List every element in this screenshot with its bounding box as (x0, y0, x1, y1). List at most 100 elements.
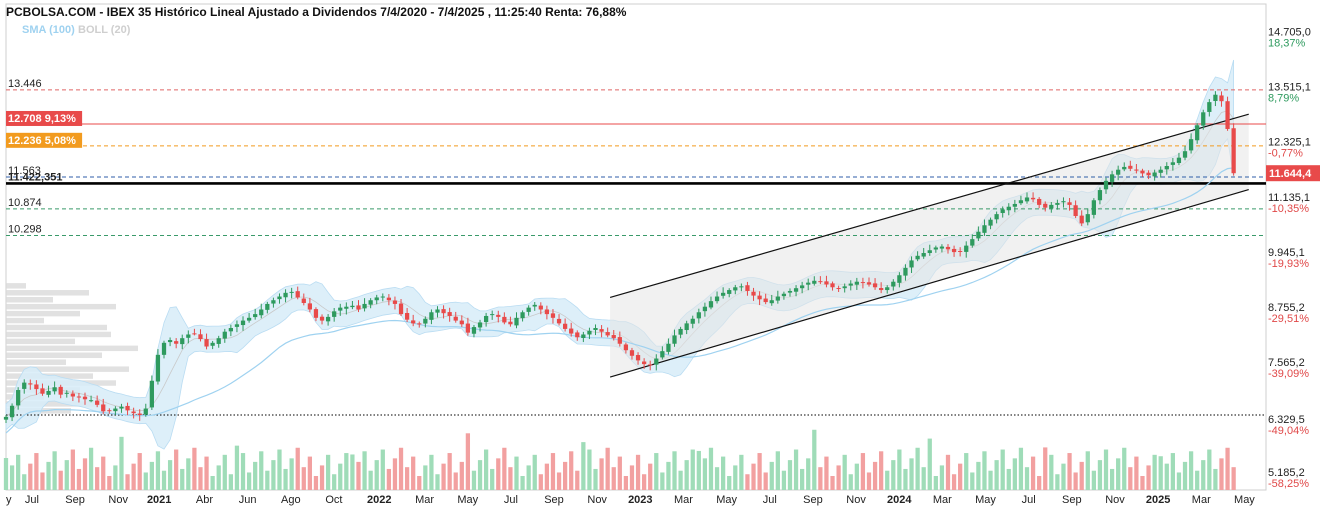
candle-body (52, 387, 57, 392)
volume-bar (593, 468, 598, 490)
volume-bar (380, 449, 385, 490)
x-tick-label: Nov (1105, 494, 1125, 506)
volume-bar (204, 456, 209, 490)
volume-bar (1188, 451, 1194, 490)
volume-bar (982, 451, 987, 490)
volume-bar (891, 460, 896, 490)
candle-body (544, 309, 550, 315)
candle-body (483, 315, 489, 323)
volume-bar (1140, 476, 1145, 490)
y-tick-pct: -10,35% (1268, 203, 1309, 215)
candle-body (64, 392, 69, 394)
candle-body (465, 323, 471, 333)
candle-body (1158, 169, 1163, 173)
volume-profile-bar (6, 310, 80, 317)
volume-bar (854, 463, 859, 490)
volume-bar (1024, 467, 1030, 490)
volume-bar (113, 465, 118, 490)
volume-bar (860, 453, 866, 490)
legend-sma[interactable]: SMA (100) (22, 24, 75, 36)
volume-bar (471, 470, 477, 490)
volume-bar (477, 460, 483, 490)
volume-bar (556, 472, 562, 490)
current-price-label: 11.644,4 (1269, 168, 1312, 180)
candle-body (1207, 102, 1212, 112)
candle-body (9, 405, 15, 418)
candle-body (301, 298, 306, 304)
volume-bar (234, 445, 240, 490)
candle-body (1018, 200, 1024, 204)
volume-bar (635, 454, 641, 490)
candle-body (283, 292, 288, 298)
level-label-3: 11.563 (8, 165, 41, 177)
volume-bar (514, 456, 519, 490)
candle-body (3, 416, 9, 420)
candle-body (1122, 166, 1127, 170)
volume-bar (70, 449, 75, 490)
volume-bar (295, 447, 300, 490)
y-tick-pct: -39,09% (1268, 368, 1309, 380)
volume-bar (1097, 460, 1103, 490)
candle-body (769, 300, 774, 304)
volume-bar (374, 460, 379, 490)
plot-frame (5, 3, 1267, 491)
volume-bar (915, 447, 920, 490)
volume-bar (751, 463, 756, 490)
volume-bar (52, 451, 57, 490)
candle-body (733, 287, 738, 291)
volume-bar (22, 474, 27, 490)
candle-body (192, 333, 197, 335)
volume-bar (1122, 447, 1127, 490)
candle-body (174, 341, 179, 344)
volume-bar (198, 467, 203, 490)
candle-body (538, 305, 543, 310)
legend-boll[interactable]: BOLL (20) (78, 24, 131, 36)
x-tick-label: 2021 (147, 494, 171, 506)
volume-bar (958, 463, 963, 490)
trend-channel (609, 113, 1249, 378)
candle-body (684, 323, 689, 331)
candle-body (678, 328, 683, 335)
x-tick-label: Oct (325, 494, 342, 506)
volume-bar (228, 474, 233, 490)
volume-bar (763, 472, 768, 490)
candle-body (587, 330, 592, 335)
volume-bar (1182, 461, 1188, 490)
candle-body (429, 312, 434, 320)
candle-body (471, 327, 477, 334)
candle-body (617, 337, 622, 344)
x-tick-label: Mar (933, 494, 952, 506)
volume-bar (265, 470, 270, 490)
volume-profile-bar (6, 359, 66, 365)
volume-bar (587, 449, 592, 490)
candle-body (441, 309, 446, 314)
volume-profile-bar (6, 296, 53, 303)
volume-bar (976, 461, 981, 490)
x-tick-label: Jul (25, 494, 39, 506)
candle-body (842, 286, 847, 289)
candle-body (1225, 101, 1230, 129)
volume-bar (575, 470, 580, 490)
volume-bar (319, 465, 325, 490)
y-tick-price: 13.515,1 (1268, 82, 1311, 94)
x-tick-label: Mar (674, 494, 693, 506)
x-tick-label: 2023 (628, 494, 652, 506)
volume-bar (246, 472, 252, 490)
candle-body (702, 306, 708, 312)
volume-bar (307, 456, 312, 490)
x-tick-label: Nov (108, 494, 128, 506)
candle-body (40, 388, 45, 394)
x-tick-label: Nov (846, 494, 866, 506)
candle-body (708, 301, 714, 308)
candle-body (629, 350, 635, 356)
candle-body (265, 303, 270, 310)
volume-bar (1073, 472, 1078, 490)
level-label-box-1 (6, 110, 83, 126)
candle-body (313, 309, 319, 318)
candle-body (113, 408, 118, 412)
candle-body (897, 275, 902, 283)
volume-bar (398, 447, 404, 490)
candle-body (909, 260, 914, 268)
volume-bar (629, 465, 635, 490)
volume-profile-bar (6, 303, 116, 310)
